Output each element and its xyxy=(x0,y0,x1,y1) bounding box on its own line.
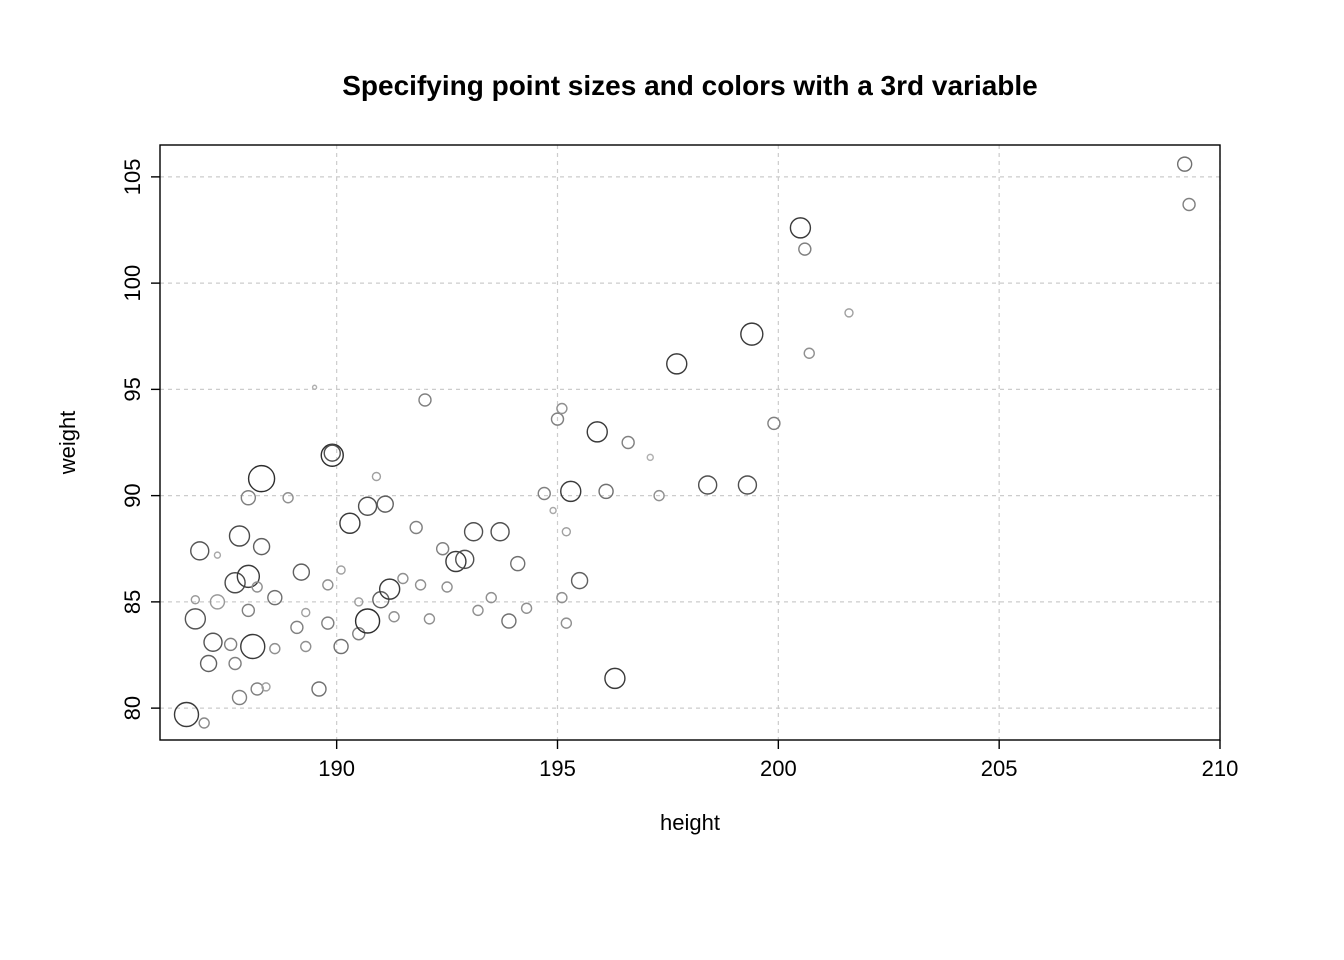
y-axis-label: weight xyxy=(55,411,80,476)
chart-title: Specifying point sizes and colors with a… xyxy=(342,70,1038,101)
x-tick-label: 210 xyxy=(1202,756,1239,781)
x-tick-label: 200 xyxy=(760,756,797,781)
scatter-chart: 190 195 200 205 210 80 85 90 95 100 105 Specifying … xyxy=(0,0,1344,960)
x-tick-label: 195 xyxy=(539,756,576,781)
y-tick-label: 100 xyxy=(120,265,145,302)
y-tick-label: 90 xyxy=(120,483,145,507)
x-tick-label: 190 xyxy=(318,756,355,781)
chart-container: 190 195 200 205 210 80 85 90 95 100 105 Specifying … xyxy=(0,0,1344,960)
x-tick-label: 205 xyxy=(981,756,1018,781)
y-tick-label: 95 xyxy=(120,377,145,401)
y-tick-label: 105 xyxy=(120,159,145,196)
x-axis-label: height xyxy=(660,810,720,835)
y-tick-label: 80 xyxy=(120,696,145,720)
y-tick-label: 85 xyxy=(120,590,145,614)
